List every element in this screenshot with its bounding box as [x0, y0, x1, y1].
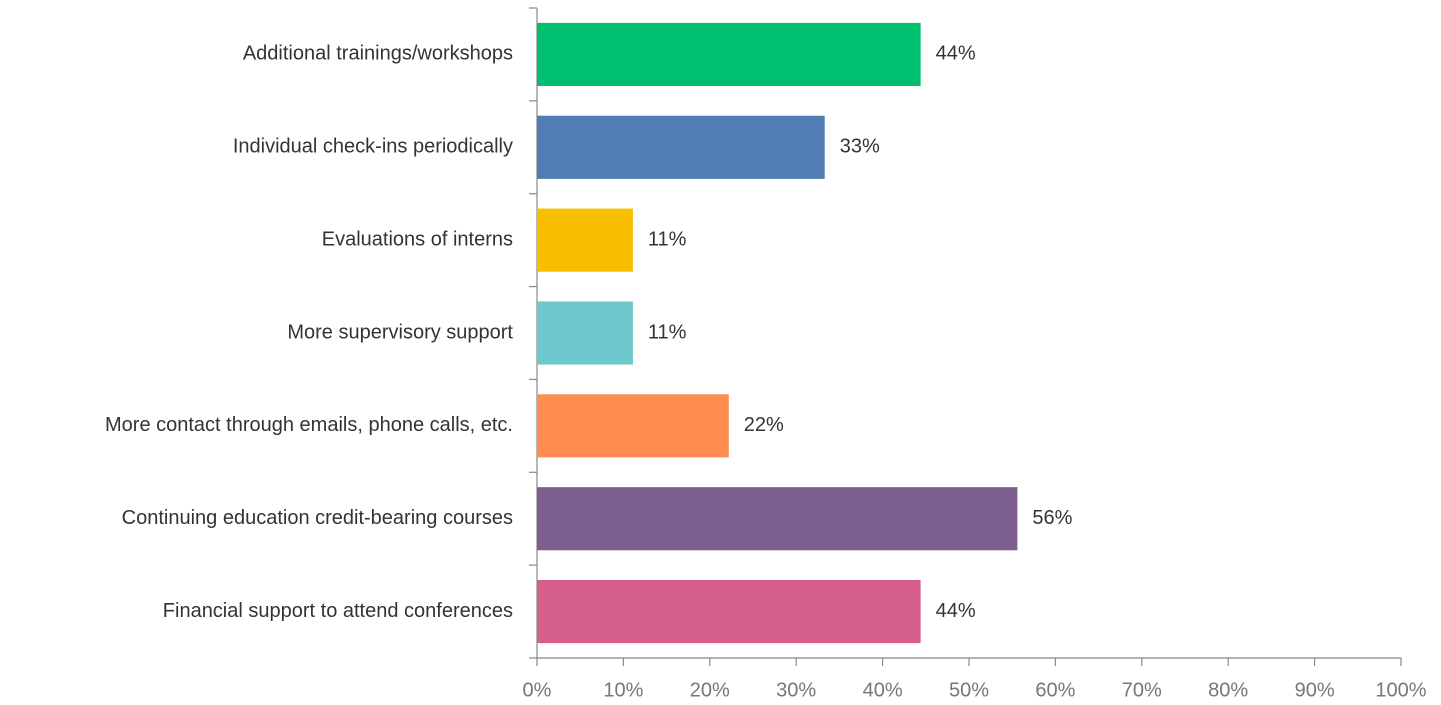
value-label: 11%: [648, 228, 687, 250]
x-tick-label: 20%: [690, 679, 730, 701]
value-label: 56%: [1032, 507, 1072, 529]
bar: [537, 487, 1018, 551]
y-tick-label: Individual check-ins periodically: [233, 136, 513, 158]
value-label: 44%: [936, 600, 976, 622]
x-tick-label: 50%: [949, 679, 989, 701]
bar: [537, 208, 633, 272]
x-tick-label: 0%: [523, 679, 552, 701]
x-tick-label: 80%: [1208, 679, 1248, 701]
bar: [537, 115, 825, 179]
x-tick-label: 90%: [1295, 679, 1335, 701]
y-tick-label: Evaluations of interns: [322, 228, 513, 250]
x-tick-label: 40%: [863, 679, 903, 701]
y-tick-label: Continuing education credit-bearing cour…: [122, 507, 513, 529]
bar: [537, 22, 921, 86]
y-tick-label: Additional trainings/workshops: [243, 43, 513, 65]
x-tick-label: 10%: [603, 679, 643, 701]
x-tick-label: 30%: [776, 679, 816, 701]
x-tick-label: 100%: [1375, 679, 1426, 701]
bar: [537, 580, 921, 644]
value-label: 11%: [648, 321, 687, 343]
bar: [537, 301, 633, 365]
x-tick-label: 70%: [1122, 679, 1162, 701]
y-tick-label: More contact through emails, phone calls…: [105, 414, 513, 436]
value-label: 22%: [744, 414, 784, 436]
bar: [537, 394, 729, 458]
value-label: 33%: [840, 136, 880, 158]
y-tick-label: Financial support to attend conferences: [163, 600, 513, 622]
value-label: 44%: [936, 43, 976, 65]
x-tick-label: 60%: [1035, 679, 1075, 701]
y-tick-label: More supervisory support: [287, 321, 513, 343]
